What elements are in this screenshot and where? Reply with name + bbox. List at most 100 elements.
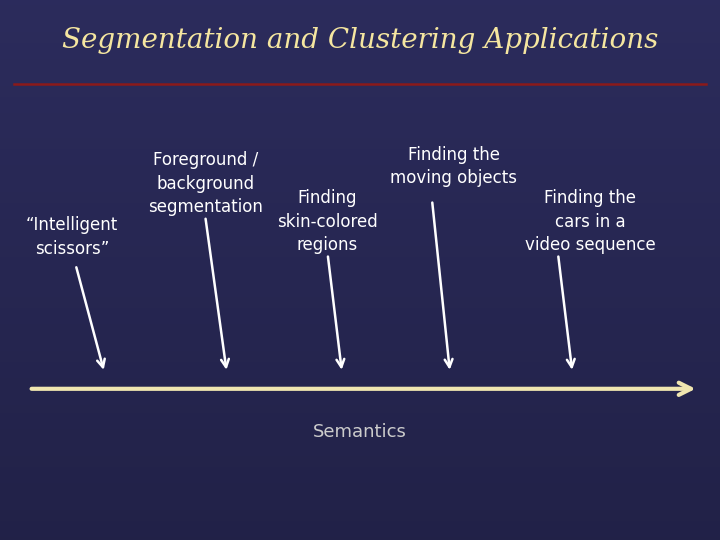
Bar: [0, 354, 720, 356]
Bar: [0, 300, 720, 302]
Bar: [0, 5, 720, 8]
Bar: [0, 208, 720, 211]
Bar: [0, 435, 720, 437]
Bar: [0, 132, 720, 135]
Bar: [0, 38, 720, 40]
Bar: [0, 381, 720, 383]
Bar: [0, 173, 720, 176]
Bar: [0, 27, 720, 30]
Bar: [0, 373, 720, 375]
Bar: [0, 86, 720, 89]
Bar: [0, 413, 720, 416]
Bar: [0, 362, 720, 364]
Text: Segmentation and Clustering Applications: Segmentation and Clustering Applications: [62, 27, 658, 54]
Bar: [0, 51, 720, 54]
Bar: [0, 392, 720, 394]
Bar: [0, 216, 720, 219]
Bar: [0, 57, 720, 59]
Bar: [0, 446, 720, 448]
Bar: [0, 375, 720, 378]
Bar: [0, 321, 720, 324]
Bar: [0, 286, 720, 289]
Bar: [0, 305, 720, 308]
Bar: [0, 92, 720, 94]
Bar: [0, 151, 720, 154]
Bar: [0, 408, 720, 410]
Bar: [0, 529, 720, 532]
Bar: [0, 248, 720, 251]
Bar: [0, 338, 720, 340]
Bar: [0, 273, 720, 275]
Bar: [0, 143, 720, 146]
Bar: [0, 508, 720, 510]
Bar: [0, 230, 720, 232]
Bar: [0, 30, 720, 32]
Bar: [0, 267, 720, 270]
Bar: [0, 383, 720, 386]
Bar: [0, 22, 720, 24]
Bar: [0, 205, 720, 208]
Bar: [0, 124, 720, 127]
Text: Finding the
moving objects: Finding the moving objects: [390, 146, 517, 187]
Bar: [0, 14, 720, 16]
Bar: [0, 289, 720, 292]
Bar: [0, 410, 720, 413]
Bar: [0, 35, 720, 38]
Bar: [0, 154, 720, 157]
Bar: [0, 494, 720, 497]
Bar: [0, 178, 720, 181]
Bar: [0, 370, 720, 373]
Bar: [0, 281, 720, 284]
Bar: [0, 16, 720, 19]
Bar: [0, 475, 720, 478]
Bar: [0, 327, 720, 329]
Bar: [0, 108, 720, 111]
Bar: [0, 316, 720, 319]
Bar: [0, 329, 720, 332]
Bar: [0, 0, 720, 3]
Bar: [0, 405, 720, 408]
Text: Semantics: Semantics: [313, 423, 407, 441]
Bar: [0, 364, 720, 367]
Bar: [0, 284, 720, 286]
Bar: [0, 103, 720, 105]
Bar: [0, 259, 720, 262]
Bar: [0, 351, 720, 354]
Bar: [0, 159, 720, 162]
Bar: [0, 521, 720, 524]
Bar: [0, 113, 720, 116]
Bar: [0, 157, 720, 159]
Bar: [0, 78, 720, 81]
Bar: [0, 73, 720, 76]
Bar: [0, 292, 720, 294]
Bar: [0, 32, 720, 35]
Bar: [0, 500, 720, 502]
Bar: [0, 254, 720, 256]
Bar: [0, 232, 720, 235]
Bar: [0, 70, 720, 73]
Bar: [0, 437, 720, 440]
Bar: [0, 332, 720, 335]
Bar: [0, 429, 720, 432]
Bar: [0, 122, 720, 124]
Bar: [0, 211, 720, 213]
Bar: [0, 400, 720, 402]
Text: “Intelligent
scissors”: “Intelligent scissors”: [26, 216, 118, 258]
Bar: [0, 43, 720, 46]
Bar: [0, 130, 720, 132]
Bar: [0, 170, 720, 173]
Bar: [0, 221, 720, 224]
Bar: [0, 537, 720, 540]
Text: Finding
skin-colored
regions: Finding skin-colored regions: [277, 189, 378, 254]
Bar: [0, 462, 720, 464]
Bar: [0, 256, 720, 259]
Bar: [0, 491, 720, 494]
Bar: [0, 167, 720, 170]
Bar: [0, 194, 720, 197]
Bar: [0, 189, 720, 192]
Bar: [0, 200, 720, 202]
Text: Foreground /
background
segmentation: Foreground / background segmentation: [148, 151, 263, 217]
Bar: [0, 456, 720, 459]
Bar: [0, 510, 720, 513]
Bar: [0, 481, 720, 483]
